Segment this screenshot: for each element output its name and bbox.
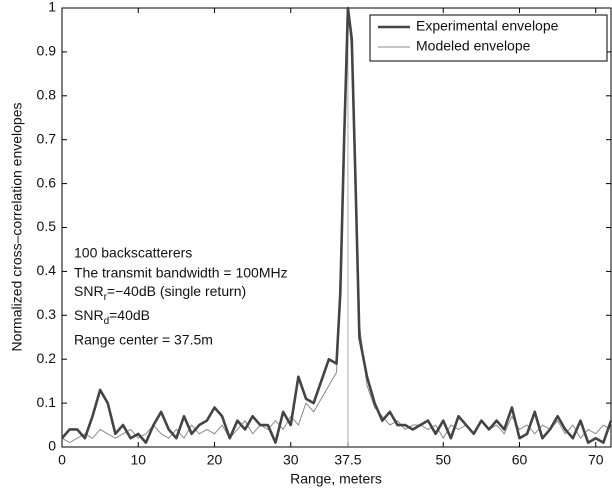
annotation-part: =−40dB (single return)	[107, 283, 246, 299]
annotation: SNRr=−40dB (single return)	[74, 283, 246, 303]
x-axis-label: Range, meters	[290, 471, 382, 487]
legend-box	[369, 14, 608, 62]
y-tick-label: 1	[48, 0, 56, 15]
x-tick-label: 60	[512, 452, 528, 468]
x-tick-label: 10	[130, 452, 146, 468]
y-tick-label: 0.1	[37, 394, 57, 410]
annotation: Range center = 37.5m	[74, 332, 213, 348]
annotation-part: d	[104, 316, 110, 327]
annotation-part: r	[104, 292, 108, 303]
x-tick-label: 20	[207, 452, 223, 468]
y-tick-label: 0.9	[37, 43, 57, 59]
annotation-part: SNR	[74, 307, 104, 323]
data-line	[61, 6, 612, 444]
x-tick-label: 37.5	[334, 452, 361, 468]
x-tick-label: 0	[58, 452, 66, 468]
annotation: SNRd=40dB	[74, 307, 150, 327]
plot-frame	[61, 7, 612, 448]
x-tick-label: 70	[588, 452, 604, 468]
y-tick-label: 0.3	[37, 306, 57, 322]
annotation: 100 backscatterers	[74, 245, 192, 261]
data-line	[61, 7, 612, 444]
x-tick-label: 50	[435, 452, 451, 468]
annotation-part: SNR	[74, 283, 104, 299]
legend-label: Modeled envelope	[416, 38, 531, 54]
annotation: The transmit bandwidth = 100MHz	[74, 265, 288, 281]
y-tick-label: 0.6	[37, 174, 57, 190]
y-tick-label: 0.5	[37, 218, 57, 234]
y-tick-label: 0.2	[37, 350, 57, 366]
legend-label: Experimental envelope	[416, 18, 559, 34]
y-tick-label: 0.4	[37, 262, 57, 278]
y-tick-label: 0.7	[37, 130, 57, 146]
y-tick-label: 0.8	[37, 87, 57, 103]
y-tick-label: 0	[48, 438, 56, 454]
y-axis-label: Normalized cross–correlation envelopes	[9, 102, 25, 351]
annotation-part: =40dB	[109, 307, 150, 323]
x-tick-label: 30	[283, 452, 299, 468]
